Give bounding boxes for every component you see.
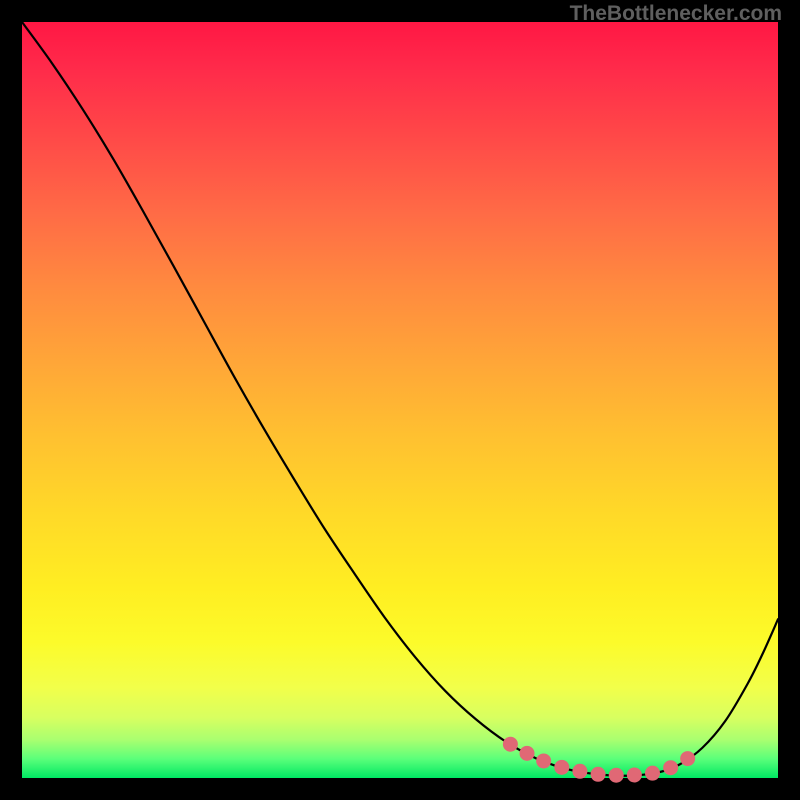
flat-marker-dot <box>572 764 587 779</box>
bottleneck-chart: TheBottlenecker.com <box>0 0 800 800</box>
flat-marker-dot <box>663 760 678 775</box>
flat-marker-dot <box>536 753 551 768</box>
flat-marker-dot <box>680 751 695 766</box>
gradient-background <box>22 22 778 778</box>
gradient-plot-svg <box>0 0 800 800</box>
flat-marker-dot <box>554 760 569 775</box>
flat-marker-dot <box>503 737 518 752</box>
flat-marker-dot <box>591 767 606 782</box>
flat-marker-dot <box>520 746 535 761</box>
flat-marker-dot <box>627 767 642 782</box>
flat-marker-dot <box>609 768 624 783</box>
watermark-label: TheBottlenecker.com <box>570 2 782 26</box>
flat-marker-dot <box>645 766 660 781</box>
